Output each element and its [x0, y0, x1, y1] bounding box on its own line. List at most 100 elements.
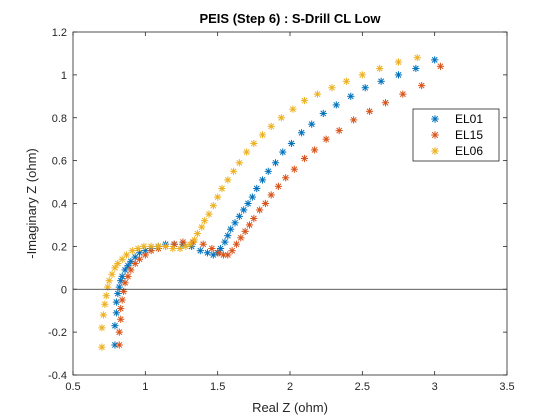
data-point: [319, 109, 327, 118]
data-point: [186, 240, 194, 248]
data-point: [274, 182, 283, 190]
y-tick-label: 0.2: [52, 241, 67, 253]
data-point: [261, 199, 270, 208]
data-point: [124, 262, 132, 270]
data-point: [121, 279, 129, 287]
axes: 0.5 1 1.5 2 2.5 3 3.5 -0.4 -0.2 0 0.2 0.4 0.6 0.8 1 1.2: [48, 27, 515, 393]
data-point: [224, 176, 232, 184]
data-point: [243, 148, 251, 156]
y-tick-label: -0.4: [48, 370, 67, 382]
data-point: [219, 251, 228, 259]
data-point: [198, 223, 206, 231]
y-tick-label: 0.8: [52, 113, 67, 125]
data-point: [117, 315, 125, 323]
data-point: [111, 322, 119, 330]
data-point: [258, 176, 267, 184]
data-point: [322, 135, 330, 143]
data-point: [350, 116, 358, 124]
data-point: [264, 167, 272, 175]
data-point: [122, 251, 131, 259]
data-point: [287, 139, 296, 148]
data-point: [335, 127, 343, 135]
data-point: [131, 259, 139, 268]
legend: EL01 EL15 EL06: [412, 108, 500, 162]
data-point: [394, 71, 403, 79]
legend-marker: [431, 115, 439, 123]
data-point: [245, 221, 254, 229]
data-point: [98, 343, 106, 351]
data-point: [431, 56, 439, 64]
data-point: [253, 184, 261, 193]
data-point: [313, 90, 322, 98]
y-axis-label: -Imaginary Z (ohm): [24, 148, 39, 259]
x-tick-label: 0.5: [65, 381, 80, 393]
data-point: [121, 266, 129, 274]
data-point: [237, 234, 245, 242]
data-point: [282, 174, 290, 182]
legend-marker: [431, 131, 439, 139]
data-point: [418, 81, 426, 90]
data-point: [224, 232, 232, 240]
data-point: [105, 277, 113, 285]
x-tick-label: 1.5: [210, 381, 225, 393]
data-point: [115, 341, 123, 349]
y-tick-label: -0.2: [48, 327, 67, 339]
data-point: [118, 272, 126, 280]
data-point: [127, 266, 135, 274]
data-point: [179, 238, 187, 246]
data-point: [147, 242, 155, 250]
data-point: [399, 90, 407, 98]
data-point: [141, 251, 149, 259]
data-point: [376, 64, 384, 73]
data-point: [102, 292, 110, 300]
x-tick-label: 1: [142, 381, 148, 393]
data-point: [154, 242, 162, 250]
data-point: [248, 193, 256, 201]
x-tick-label: 3: [432, 381, 438, 393]
legend-box: [412, 108, 500, 162]
data-point: [205, 210, 213, 218]
data-point: [413, 54, 421, 62]
data-point: [117, 304, 125, 313]
data-point: [140, 242, 148, 250]
data-point: [277, 114, 285, 122]
data-point: [199, 240, 207, 248]
legend-marker: [431, 147, 439, 155]
chart-title: PEIS (Step 6) : S-Drill CL Low: [199, 11, 381, 26]
legend-item-el15: EL15: [431, 128, 483, 142]
data-point: [193, 229, 202, 238]
data-point: [240, 206, 248, 214]
data-point: [214, 193, 222, 201]
x-tick-label: 2: [287, 381, 293, 393]
x-axis-label: Real Z (ohm): [252, 400, 328, 415]
y-tick-label: 1: [61, 70, 67, 82]
data-point: [176, 244, 184, 253]
data-point: [114, 259, 122, 268]
data-point: [279, 148, 287, 156]
data-point: [289, 105, 297, 113]
legend-label: EL15: [455, 128, 483, 142]
legend-label: EL06: [455, 144, 483, 158]
data-point: [290, 165, 298, 173]
data-point: [394, 58, 403, 66]
legend-item-el06: EL06: [431, 144, 483, 158]
data-point: [235, 159, 243, 167]
data-point: [358, 71, 366, 79]
data-point: [267, 122, 275, 130]
data-point: [300, 154, 309, 163]
data-point: [328, 84, 336, 92]
data-point: [161, 242, 170, 250]
data-point: [241, 227, 249, 235]
y-tick-label: 1.2: [52, 27, 67, 39]
data-point: [124, 272, 132, 280]
data-point: [221, 238, 229, 246]
data-point: [250, 139, 258, 148]
data-point: [271, 159, 280, 167]
y-tick-label: 0.4: [52, 199, 67, 211]
data-point: [229, 167, 238, 175]
data-point: [332, 101, 340, 109]
data-point: [169, 244, 177, 253]
data-point: [250, 214, 258, 223]
data-point: [235, 212, 243, 220]
data-point: [218, 184, 226, 193]
